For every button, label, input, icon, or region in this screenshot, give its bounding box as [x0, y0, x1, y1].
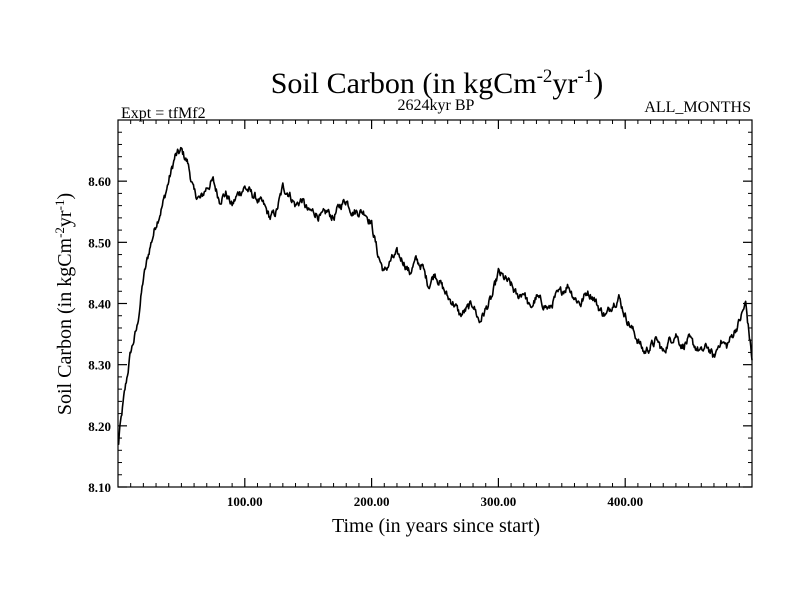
series-line [117, 146, 753, 445]
chart-title: Soil Carbon (in kgCm-2yr-1) [271, 66, 604, 100]
experiment-label: Expt = tfMf2 [121, 105, 206, 122]
x-tick-label: 300.00 [481, 494, 517, 509]
x-tick-label: 200.00 [354, 494, 390, 509]
period-label: 2624kyr BP [398, 97, 475, 114]
y-tick-label: 8.30 [88, 358, 111, 373]
y-axis-label: Soil Carbon (in kgCm-2yr-1) [52, 193, 76, 415]
y-tick-label: 8.10 [88, 480, 111, 495]
x-tick-label: 400.00 [607, 494, 643, 509]
x-axis-label: Time (in years since start) [332, 515, 540, 537]
x-tick-label: 100.00 [227, 494, 263, 509]
y-tick-label: 8.60 [88, 174, 111, 189]
y-tick-label: 8.40 [88, 297, 111, 312]
y-tick-label: 8.20 [88, 419, 111, 434]
plot-frame [117, 119, 753, 488]
months-label: ALL_MONTHS [644, 99, 751, 116]
axes: 100.00 200.00 300.00 400.00 8.10 8.20 8.30 8.40… [88, 119, 753, 509]
y-tick-label: 8.50 [88, 235, 111, 250]
